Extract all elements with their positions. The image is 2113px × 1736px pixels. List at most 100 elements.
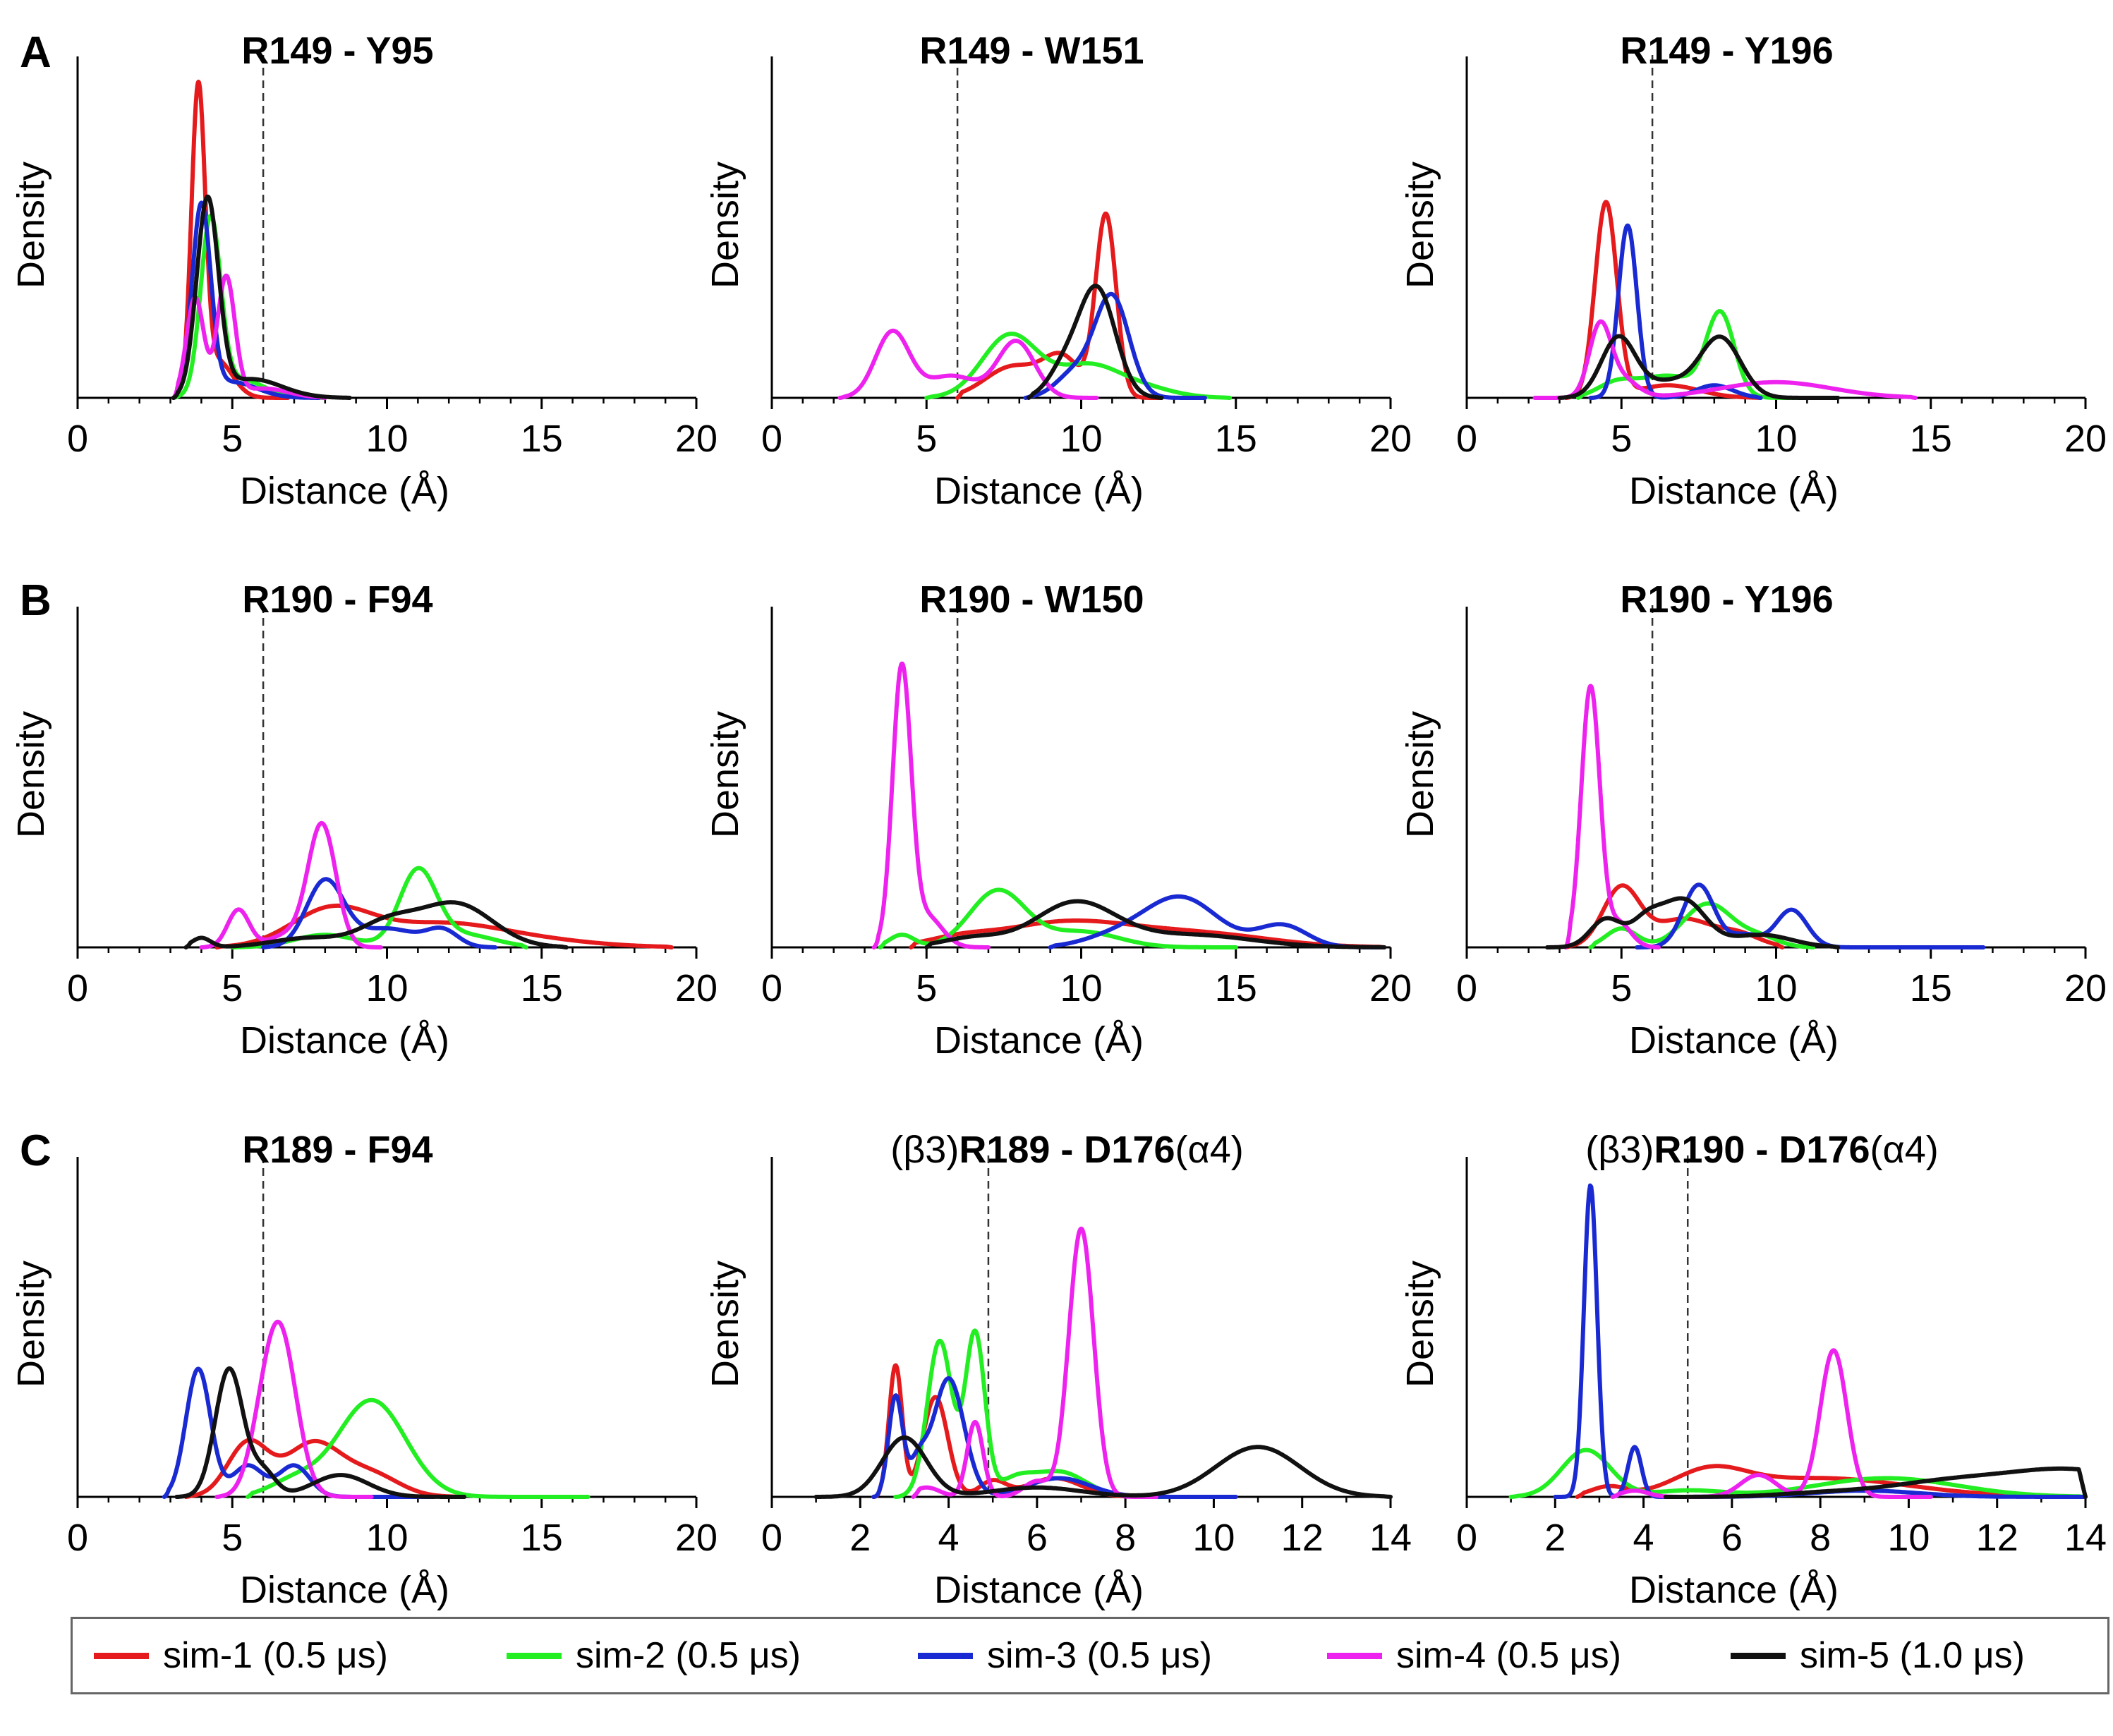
chart-panel-8: 0 2 4 6 8 10 12 14 Distance (Å) Density (β3)R189 -… <box>704 1129 1412 1611</box>
x-tick-label: 20 <box>675 967 718 1009</box>
x-axis-label: Distance (Å) <box>934 1019 1144 1062</box>
series-line-sim-1 <box>1575 1464 2066 1499</box>
chart-title-segment: (β3) <box>1585 1129 1654 1171</box>
x-tick-label: 20 <box>2064 967 2107 1009</box>
series-line-sim-3 <box>1048 894 1387 949</box>
x-tick-label: 5 <box>222 1517 243 1559</box>
y-axis-label: Density <box>10 162 52 289</box>
series-line-sim-4 <box>871 661 991 949</box>
x-tick-label: 10 <box>1887 1517 1930 1559</box>
chart-title: R190 - Y196 <box>1620 578 1833 621</box>
series-line-sim-5 <box>1557 334 1841 400</box>
y-axis-label: Density <box>704 711 746 838</box>
panel-letter-b: B <box>20 576 52 625</box>
x-tick-label: 10 <box>365 967 408 1009</box>
series-line-sim-5 <box>171 194 352 400</box>
x-tick-label: 10 <box>1192 1517 1235 1559</box>
series-line-sim-1 <box>871 1363 1194 1499</box>
x-tick-label: 10 <box>365 418 408 460</box>
x-axis-label: Distance (Å) <box>240 470 449 512</box>
legend-swatch <box>1327 1652 1382 1659</box>
x-tick-label: 0 <box>1456 967 1477 1009</box>
x-tick-label: 15 <box>521 1517 563 1559</box>
chart-title-segment: R189 - F94 <box>242 1129 432 1171</box>
chart-title-segment: R190 - F94 <box>242 578 432 621</box>
series-line-sim-3 <box>261 877 497 949</box>
x-axis-label: Distance (Å) <box>240 1569 449 1611</box>
x-tick-label: 0 <box>1456 418 1477 460</box>
x-tick-label: 5 <box>1611 418 1632 460</box>
series-line-sim-5 <box>813 1435 1393 1499</box>
x-tick-label: 0 <box>761 967 782 1009</box>
x-tick-label: 5 <box>916 418 937 460</box>
series-line-sim-1 <box>909 918 1387 949</box>
x-tick-label: 0 <box>67 418 88 460</box>
x-tick-label: 4 <box>1633 1517 1654 1559</box>
chart-title: (β3)R189 - D176(α4) <box>890 1129 1243 1171</box>
x-tick-label: 5 <box>916 967 937 1009</box>
x-tick-label: 14 <box>2064 1517 2107 1559</box>
x-axis-label: Distance (Å) <box>1629 1019 1839 1062</box>
chart-title: R149 - Y196 <box>1620 30 1833 72</box>
x-axis-label: Distance (Å) <box>934 1569 1144 1611</box>
chart-title-segment: R189 - D176 <box>959 1129 1175 1171</box>
panel-letter-a: A <box>20 28 52 77</box>
x-tick-label: 15 <box>1215 967 1257 1009</box>
chart-title: R189 - F94 <box>242 1129 432 1171</box>
y-axis-label: Density <box>10 711 52 838</box>
chart-title-segment: R190 - D176 <box>1654 1129 1870 1171</box>
x-tick-label: 10 <box>1060 967 1102 1009</box>
x-tick-label: 20 <box>1369 418 1412 460</box>
x-tick-label: 4 <box>938 1517 959 1559</box>
chart-panel-1: 0 5 10 15 20 Distance (Å) Density R149 - Y95 <box>10 30 718 512</box>
x-axis-label: Distance (Å) <box>1629 1569 1839 1611</box>
x-tick-label: 5 <box>222 418 243 460</box>
x-axis-label: Distance (Å) <box>934 470 1144 512</box>
legend-swatch <box>94 1652 149 1659</box>
chart-title-segment: R190 - W150 <box>919 578 1144 621</box>
chart-panel-2: 0 5 10 15 20 Distance (Å) Density R149 - W151 <box>704 30 1412 512</box>
x-tick-label: 0 <box>1456 1517 1477 1559</box>
legend-item-sim-5: sim-5 (1.0 μs) <box>1731 1619 2025 1692</box>
y-axis-label: Density <box>704 1261 746 1388</box>
legend-label: sim-4 (0.5 μs) <box>1396 1635 1621 1676</box>
legend-item-sim-1: sim-1 (0.5 μs) <box>94 1619 388 1692</box>
y-axis-label: Density <box>704 162 746 289</box>
series-line-sim-2 <box>246 1397 591 1499</box>
series-line-sim-4 <box>1563 684 1661 949</box>
y-axis-label: Density <box>1399 711 1441 838</box>
legend-label: sim-2 (0.5 μs) <box>576 1635 801 1676</box>
series-line-sim-1 <box>1563 883 1785 949</box>
series-line-sim-3 <box>1635 882 1986 949</box>
x-tick-label: 0 <box>67 967 88 1009</box>
chart-title-segment: R149 - Y95 <box>241 30 433 72</box>
series-line-sim-1 <box>955 211 1164 400</box>
legend-swatch <box>1731 1652 1786 1659</box>
chart-title-segment: (β3) <box>890 1129 959 1171</box>
series-line-sim-2 <box>924 332 1232 400</box>
x-tick-label: 0 <box>761 418 782 460</box>
series-line-sim-5 <box>1027 284 1164 400</box>
chart-title-segment: (α4) <box>1870 1129 1939 1171</box>
x-tick-label: 10 <box>1755 418 1797 460</box>
chart-title: R149 - Y95 <box>241 30 433 72</box>
x-tick-label: 6 <box>1721 1517 1743 1559</box>
x-tick-label: 20 <box>1369 967 1412 1009</box>
legend-swatch <box>918 1652 973 1659</box>
series-line-sim-1 <box>171 80 291 400</box>
legend-item-sim-4: sim-4 (0.5 μs) <box>1327 1619 1621 1692</box>
series-line-sim-4 <box>214 1319 374 1499</box>
series-line-sim-1 <box>1563 200 1763 400</box>
legend-label: sim-1 (0.5 μs) <box>163 1635 388 1676</box>
chart-panel-9: 0 2 4 6 8 10 12 14 Distance (Å) Density (β3)R190 -… <box>1399 1129 2107 1611</box>
chart-title-segment: R149 - W151 <box>919 30 1144 72</box>
chart-panel-5: 0 5 10 15 20 Distance (Å) Density R190 - W150 <box>704 578 1412 1062</box>
series-line-sim-5 <box>924 899 1387 949</box>
x-axis-label: Distance (Å) <box>240 1019 449 1062</box>
series-line-sim-4 <box>837 328 1099 400</box>
chart-panel-4: 0 5 10 15 20 Distance (Å) Density R190 - F94 <box>10 578 718 1062</box>
x-tick-label: 12 <box>1976 1517 2018 1559</box>
x-tick-label: 2 <box>849 1517 871 1559</box>
x-tick-label: 15 <box>521 418 563 460</box>
